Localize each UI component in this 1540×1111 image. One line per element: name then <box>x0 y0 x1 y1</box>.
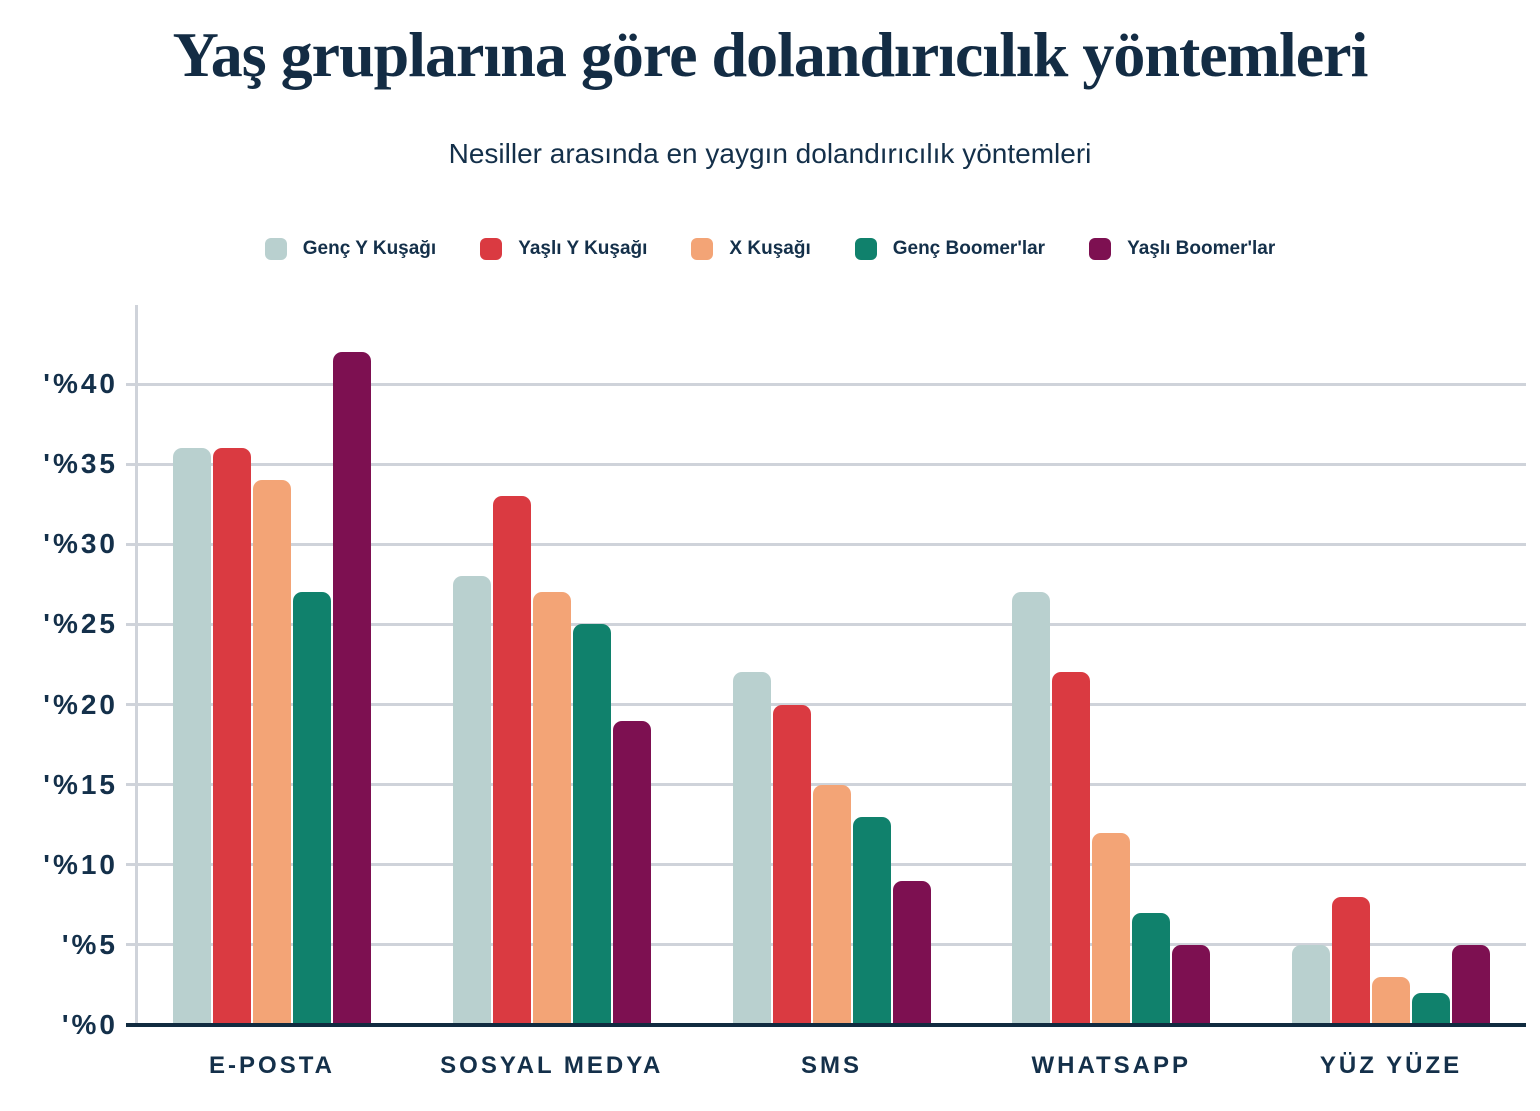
y-axis-tick-label: '%15 <box>43 768 118 800</box>
bar-Genç Boomer'lar-WHATSAPP <box>1132 912 1171 1025</box>
gridline-25 <box>126 622 1526 626</box>
bar-Genç Y Kuşağı-SOSYAL MEDYA <box>452 576 491 1025</box>
bar-Yaşlı Boomer'lar-SMS <box>892 880 931 1025</box>
y-axis-tick-label: '%20 <box>43 688 118 720</box>
legend-item-Yaşlı Y Kuşağı: Yaşlı Y Kuşağı <box>480 238 647 260</box>
x-axis-label-YÜZ YÜZE: YÜZ YÜZE <box>1319 1052 1463 1079</box>
bar-Genç Boomer'lar-E-POSTA <box>293 592 331 1025</box>
legend-label: Genç Boomer'lar <box>892 238 1046 259</box>
bar-Yaşlı Boomer'lar-E-POSTA <box>333 351 371 1025</box>
gridline-30 <box>126 542 1526 546</box>
y-axis-tick-label: '%25 <box>43 608 118 640</box>
legend-label: Genç Y Kuşağı <box>302 238 437 259</box>
bar-Yaşlı Y Kuşağı-SMS <box>772 704 811 1025</box>
legend: Genç Y Kuşağı Yaşlı Y Kuşağı X Kuşağı Genç … <box>0 238 1540 260</box>
x-axis-line <box>126 1023 1526 1027</box>
chart-title: Yaş gruplarına göre dolandırıcılık yönte… <box>172 19 1369 90</box>
y-axis-tick-label: '%10 <box>43 848 118 880</box>
legend-item-X Kuşağı: X Kuşağı <box>691 238 811 260</box>
bar-Genç Y Kuşağı-YÜZ YÜZE <box>1292 944 1330 1025</box>
gridline-35 <box>126 462 1526 466</box>
y-axis-line <box>134 305 138 1025</box>
bar-Yaşlı Y Kuşağı-E-POSTA <box>213 448 251 1025</box>
legend-swatch-icon <box>1089 238 1112 260</box>
bar-X Kuşağı-YÜZ YÜZE <box>1372 976 1410 1025</box>
legend-label: Yaşlı Y Kuşağı <box>518 238 648 259</box>
chart-subtitle: Nesiller arasında en yaygın dolandırıcıl… <box>448 138 1092 169</box>
legend-item-Genç Y Kuşağı: Genç Y Kuşağı <box>264 238 437 260</box>
bar-Yaşlı Y Kuşağı-WHATSAPP <box>1052 672 1091 1025</box>
gridline-20 <box>126 703 1526 706</box>
legend-label: Yaşlı Boomer'lar <box>1127 238 1276 259</box>
legend-swatch-icon <box>480 238 503 260</box>
bar-X Kuşağı-SMS <box>812 784 851 1025</box>
bar-X Kuşağı-SOSYAL MEDYA <box>532 592 571 1025</box>
bar-Yaşlı Y Kuşağı-YÜZ YÜZE <box>1332 896 1370 1025</box>
bar-Yaşlı Boomer'lar-YÜZ YÜZE <box>1452 944 1490 1025</box>
bar-Yaşlı Boomer'lar-SOSYAL MEDYA <box>612 720 651 1025</box>
legend-item-Yaşlı Boomer'lar: Yaşlı Boomer'lar <box>1089 238 1275 260</box>
bar-Yaşlı Y Kuşağı-SOSYAL MEDYA <box>492 496 531 1025</box>
gridline-40 <box>126 382 1526 386</box>
legend-swatch-icon <box>854 238 877 260</box>
bar-X Kuşağı-E-POSTA <box>253 480 291 1025</box>
bar-X Kuşağı-WHATSAPP <box>1092 832 1131 1025</box>
bar-Genç Boomer'lar-SMS <box>852 816 891 1025</box>
legend-item-Genç Boomer'lar: Genç Boomer'lar <box>854 238 1046 260</box>
y-axis-tick-label: '%35 <box>43 448 118 480</box>
bar-Yaşlı Boomer'lar-WHATSAPP <box>1172 944 1211 1025</box>
x-axis-label-SMS: SMS <box>800 1052 862 1079</box>
y-axis-tick-label: '%30 <box>43 528 118 560</box>
y-axis-tick-label: '%5 <box>61 928 118 960</box>
bar-Genç Y Kuşağı-WHATSAPP <box>1012 592 1051 1025</box>
x-axis-label-SOSYAL MEDYA: SOSYAL MEDYA <box>440 1052 664 1079</box>
x-axis-label-WHATSAPP: WHATSAPP <box>1031 1052 1192 1079</box>
legend-swatch-icon <box>691 238 714 260</box>
bar-Genç Y Kuşağı-SMS <box>732 672 771 1025</box>
y-axis-tick-label: '%40 <box>43 368 118 399</box>
y-axis-tick-label: '%0 <box>61 1009 118 1040</box>
bar-Genç Y Kuşağı-E-POSTA <box>173 448 211 1025</box>
x-axis-label-E-POSTA: E-POSTA <box>209 1052 335 1079</box>
bar-Genç Boomer'lar-SOSYAL MEDYA <box>572 624 611 1025</box>
bar-Genç Boomer'lar-YÜZ YÜZE <box>1412 992 1450 1025</box>
legend-swatch-icon <box>264 238 287 260</box>
legend-label: X Kuşağı <box>729 238 811 259</box>
